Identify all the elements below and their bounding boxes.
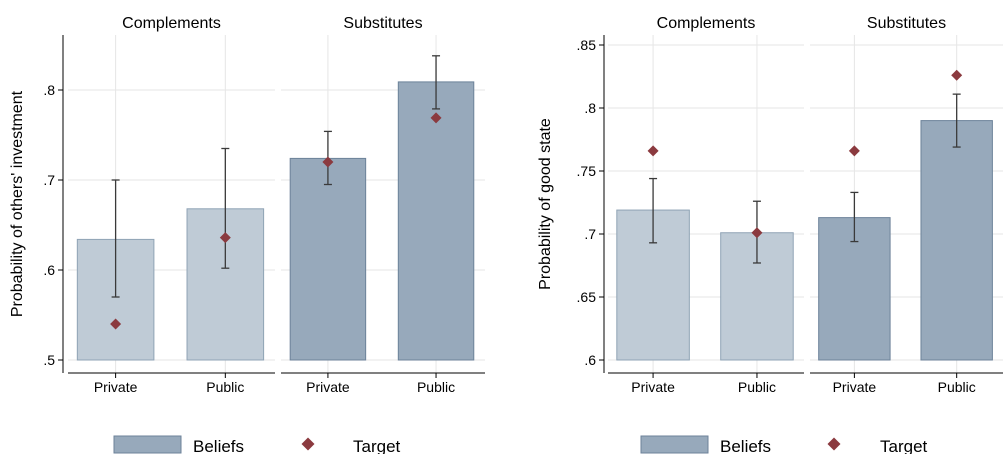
y-tick-label: .6: [584, 352, 596, 368]
legend-target-label: Target: [353, 437, 401, 454]
target-marker: [848, 145, 860, 157]
target-marker: [951, 69, 963, 81]
y-axis-label: Probability of others' investment: [9, 90, 26, 317]
y-tick-label: .5: [43, 352, 55, 368]
target-marker: [322, 156, 334, 168]
y-tick-label: .7: [43, 172, 55, 188]
legend-beliefs-label: Beliefs: [193, 437, 244, 454]
x-tick-label: Private: [631, 379, 675, 395]
x-tick-label: Private: [833, 379, 877, 395]
y-tick-label: .6: [43, 262, 55, 278]
target-marker: [751, 227, 763, 239]
panel-substitutes: Substitutes Private Public: [810, 15, 1003, 395]
bar-public: [920, 120, 993, 361]
chart-1: Complements Private Public Substitutes Priva…: [9, 15, 485, 454]
panel-title: Complements: [657, 15, 756, 32]
legend-beliefs-swatch: [113, 435, 182, 454]
panel-title: Complements: [122, 15, 221, 32]
y-tick-label: .75: [577, 163, 597, 179]
y-tick-label: .85: [577, 37, 597, 53]
chart-2: Complements Private Public Substitutes Priva…: [537, 15, 1003, 454]
y-tick-label: .7: [584, 226, 596, 242]
legend-target-marker: [301, 437, 315, 451]
x-tick-label: Public: [206, 379, 244, 395]
panel-title: Substitutes: [867, 15, 946, 32]
legend-beliefs-label: Beliefs: [720, 437, 771, 454]
target-marker: [647, 145, 659, 157]
x-tick-label: Private: [94, 379, 138, 395]
panel-title: Substitutes: [343, 15, 422, 32]
x-tick-label: Public: [738, 379, 776, 395]
y-tick-label: .8: [43, 82, 55, 98]
legend-beliefs-swatch: [640, 435, 709, 454]
legend: Beliefs Target: [113, 435, 401, 454]
panel-substitutes: Substitutes Private Public: [281, 15, 485, 395]
target-marker: [430, 112, 442, 124]
y-axis-label: Probability of good state: [537, 118, 554, 290]
panel-complements: Complements Private Public: [608, 15, 804, 395]
x-tick-label: Public: [417, 379, 455, 395]
y-tick-label: .65: [577, 289, 597, 305]
legend: Beliefs Target: [640, 435, 928, 454]
legend-target-marker: [827, 437, 841, 451]
target-marker: [110, 318, 122, 330]
target-marker: [219, 232, 231, 244]
legend-target-label: Target: [880, 437, 928, 454]
bar-private: [289, 157, 367, 361]
x-tick-label: Private: [306, 379, 350, 395]
x-tick-label: Public: [938, 379, 976, 395]
panel-complements: Complements Private Public: [68, 15, 275, 395]
bar-public: [397, 81, 475, 361]
y-tick-label: .8: [584, 100, 596, 116]
